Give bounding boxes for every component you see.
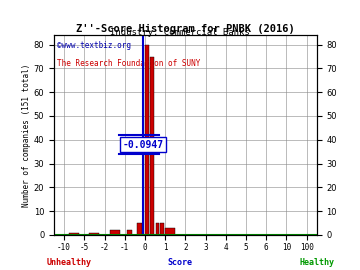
Title: Z''-Score Histogram for PNBK (2016): Z''-Score Histogram for PNBK (2016) xyxy=(76,24,295,34)
Bar xyxy=(138,223,143,235)
Bar xyxy=(150,56,154,235)
Text: Score: Score xyxy=(167,258,193,267)
Text: The Research Foundation of SUNY: The Research Foundation of SUNY xyxy=(57,59,200,68)
Bar xyxy=(165,228,175,235)
Y-axis label: Number of companies (151 total): Number of companies (151 total) xyxy=(22,63,31,207)
Text: ©www.textbiz.org: ©www.textbiz.org xyxy=(57,41,131,50)
Bar xyxy=(109,230,120,235)
Bar xyxy=(160,223,164,235)
Bar xyxy=(89,232,99,235)
Text: Unhealthy: Unhealthy xyxy=(47,258,92,267)
Bar xyxy=(145,45,149,235)
Bar xyxy=(156,223,159,235)
Text: -0.0947: -0.0947 xyxy=(122,140,163,150)
Text: Healthy: Healthy xyxy=(300,258,335,267)
Bar xyxy=(69,232,79,235)
Text: Industry: Commercial Banks: Industry: Commercial Banks xyxy=(110,28,250,37)
Bar xyxy=(127,230,132,235)
